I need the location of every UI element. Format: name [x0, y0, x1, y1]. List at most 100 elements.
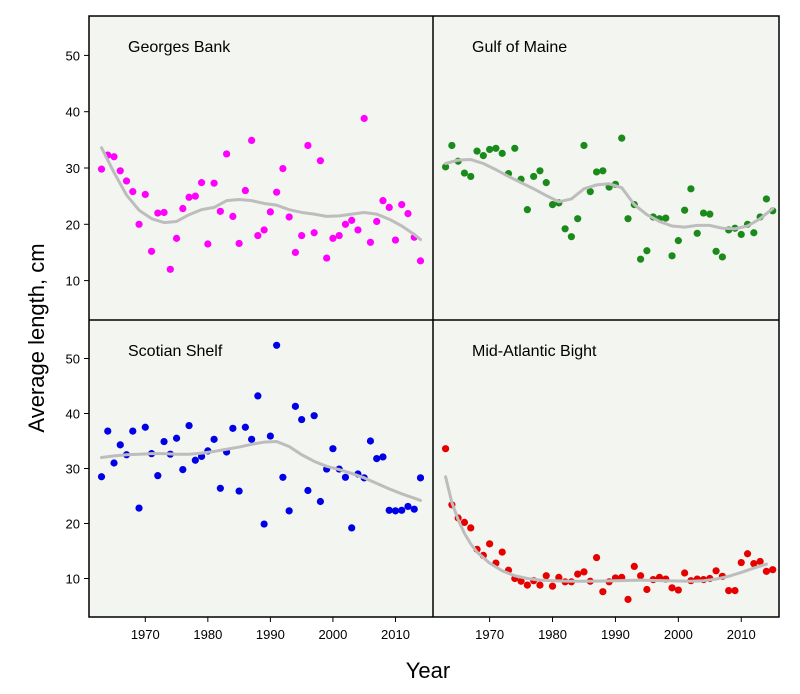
data-point [385, 506, 393, 514]
data-point [129, 188, 137, 196]
smooth-trend-line [100, 440, 422, 502]
x-axis-title: Year [406, 658, 450, 683]
smooth-trend-line [444, 158, 775, 231]
data-point [737, 558, 745, 567]
data-point [129, 427, 137, 435]
data-point [266, 432, 274, 440]
data-point [473, 147, 481, 155]
data-point [135, 504, 143, 512]
panel-1: Gulf of Maine [433, 16, 779, 320]
data-point [416, 474, 425, 482]
data-point [674, 237, 682, 245]
data-point [674, 586, 682, 594]
data-point [310, 412, 318, 420]
x-tick-label: 2010 [727, 627, 756, 642]
smooth-trend-line [444, 475, 768, 583]
data-point [441, 445, 450, 453]
data-point [291, 248, 299, 257]
data-point [530, 172, 538, 181]
y-axis-title: Average length, cm [24, 243, 49, 432]
data-point [316, 157, 325, 165]
data-point [241, 423, 249, 431]
data-point [624, 595, 632, 604]
data-point [135, 220, 143, 228]
y-tick-label: 50 [66, 352, 80, 367]
data-point [762, 567, 771, 575]
x-tick-label: 1970 [475, 627, 504, 642]
data-point [586, 188, 594, 196]
data-point [147, 247, 156, 255]
data-point [154, 209, 162, 217]
data-point [160, 208, 168, 217]
panels: Georges Bank Gulf of Maine Scotian Shelf Mi… [89, 16, 779, 617]
data-point [204, 240, 212, 248]
data-point [517, 577, 525, 585]
data-point [366, 238, 375, 246]
data-point [266, 208, 274, 216]
data-point [391, 236, 400, 244]
data-point [310, 229, 318, 237]
data-point [391, 507, 400, 515]
data-point [216, 484, 224, 492]
data-point [712, 567, 720, 575]
data-point [743, 550, 752, 558]
data-point [498, 149, 506, 157]
data-point [229, 424, 237, 432]
x-tick-label: 1990 [256, 627, 285, 642]
data-point [341, 220, 350, 228]
y-tick-label: 20 [66, 517, 80, 532]
data-point [467, 524, 475, 532]
data-point [179, 466, 187, 474]
data-point [599, 167, 607, 175]
x-tick-label: 1980 [193, 627, 222, 642]
data-point [379, 197, 387, 205]
data-point [668, 584, 676, 592]
data-point [662, 214, 670, 222]
panel-background [89, 320, 433, 617]
smooth-trend-line [100, 146, 422, 241]
panel-title: Georges Bank [128, 39, 231, 56]
data-point [624, 215, 632, 223]
data-point [567, 233, 576, 241]
data-point [706, 210, 714, 218]
data-point [191, 456, 199, 464]
data-point [185, 422, 193, 430]
data-point [681, 569, 689, 577]
data-point [122, 177, 131, 185]
data-point [235, 239, 243, 248]
data-point [555, 573, 563, 582]
panel-title: Mid-Atlantic Bight [472, 343, 597, 360]
data-point [725, 587, 733, 595]
data-point [643, 247, 651, 255]
data-point [179, 204, 187, 213]
data-point [630, 562, 638, 571]
y-tick-label: 30 [66, 462, 80, 477]
data-point [248, 136, 256, 145]
data-point [542, 179, 550, 187]
data-point [185, 193, 193, 201]
data-point [273, 188, 281, 196]
data-point [737, 230, 745, 239]
data-point [241, 186, 249, 195]
y-tick-label: 30 [66, 161, 80, 176]
data-point [486, 540, 494, 548]
axes: 10 20 30 40 50 10 20 30 40 50 1970 1980 1990 2000 2010… [66, 15, 780, 642]
data-point [574, 215, 582, 223]
data-point [160, 437, 168, 446]
data-point [668, 252, 676, 260]
data-point [260, 226, 268, 234]
data-point [750, 560, 758, 568]
data-point [542, 572, 550, 580]
data-point [97, 165, 106, 173]
data-point [97, 473, 106, 481]
data-point [718, 253, 726, 261]
panel-title: Scotian Shelf [128, 343, 223, 360]
data-point [548, 582, 557, 590]
data-point [197, 179, 206, 187]
data-point [486, 145, 494, 154]
data-point [248, 435, 256, 443]
data-point [731, 587, 739, 595]
data-point [693, 229, 701, 237]
data-point [592, 554, 601, 562]
data-point [536, 581, 544, 589]
